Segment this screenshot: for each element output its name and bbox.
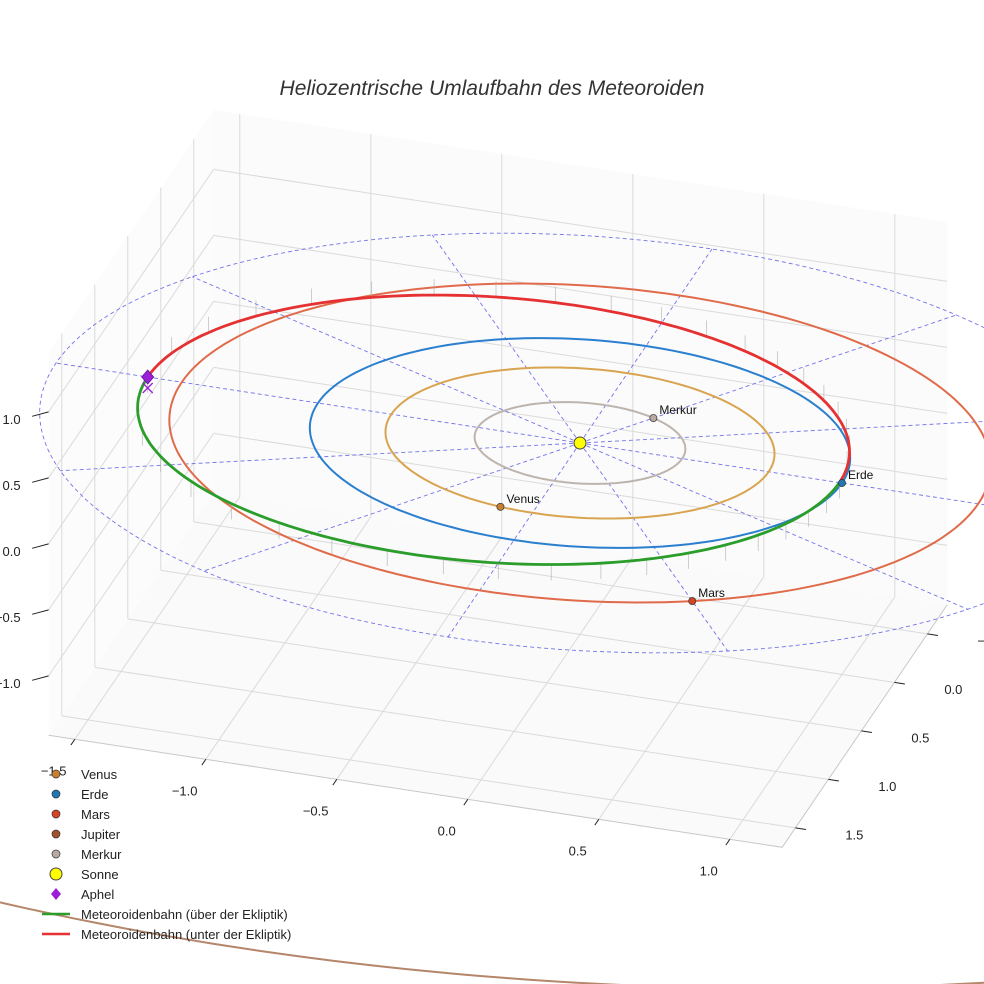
planet-marker-mars — [688, 597, 697, 606]
grid-line-y — [61, 715, 796, 829]
grid-line-x — [598, 576, 765, 820]
chart-legend: Venus Erde Mars Jupiter Merkur Sonne Aphel Mete… — [42, 767, 291, 942]
x-tick-mark — [332, 779, 338, 786]
x-tick-label: 1.0 — [700, 863, 718, 878]
grid-line-y — [193, 521, 928, 635]
chart-grid — [48, 110, 948, 848]
legend-label-meteoroid-below: Meteoroidenbahn (unter der Ekliptik) — [81, 927, 291, 942]
grid-line-z — [213, 300, 948, 414]
z-tick-label: 1.0 — [3, 412, 21, 427]
grid-line-z — [48, 301, 215, 545]
x-tick-mark — [594, 819, 600, 826]
planet-marker-venus — [496, 502, 505, 511]
grid-line-z — [213, 168, 948, 282]
legend-label-sonne: Sonne — [81, 867, 119, 882]
orbit-erde — [308, 337, 852, 549]
grid-line-y — [127, 618, 862, 732]
chart-title: Heliozentrische Umlaufbahn des Meteoroid… — [280, 77, 705, 100]
planet-label-venus: Venus — [506, 492, 539, 506]
x-tick-label: −0.5 — [303, 803, 329, 818]
orbit-venus — [384, 366, 776, 520]
y-tick-label: −0.5 — [977, 633, 984, 648]
legend-marker-erde — [51, 789, 61, 799]
aphel-cross-marker — [142, 382, 154, 394]
x-tick-mark — [70, 739, 76, 746]
z-tick-label: −1.0 — [0, 676, 21, 691]
z-tick-mark — [31, 411, 49, 417]
y-tick-label: 0.0 — [944, 682, 962, 697]
x-tick-label: 0.5 — [569, 843, 587, 858]
grid-line-x — [467, 556, 634, 800]
aphel-marker — [141, 369, 155, 385]
y-tick-label: 0.5 — [911, 730, 929, 745]
legend-label-venus: Venus — [81, 767, 118, 782]
grid-line-z — [213, 234, 948, 348]
x-tick-mark — [463, 799, 469, 806]
grid-line-z — [48, 169, 215, 413]
meteoroid-orbit-below — [149, 293, 851, 484]
grid-line-z — [48, 367, 215, 611]
x-tick-mark — [201, 759, 207, 766]
legend-label-mars: Mars — [81, 807, 110, 822]
grid-line-x — [336, 536, 503, 780]
z-tick-label: 0.0 — [3, 544, 21, 559]
sun-marker — [573, 436, 587, 450]
grid-line-x — [205, 516, 372, 760]
z-tick-mark — [31, 675, 49, 681]
legend-marker-aphel — [51, 888, 61, 900]
z-tick-label: 0.5 — [3, 478, 21, 493]
y-tick-mark — [795, 827, 806, 830]
x-tick-label: 0.0 — [438, 823, 456, 838]
legend-label-aphel: Aphel — [81, 887, 114, 902]
meteoroid-orbit-above — [136, 371, 841, 566]
z-tick-mark — [31, 609, 49, 615]
legend-label-jupiter: Jupiter — [81, 827, 121, 842]
y-tick-mark — [828, 778, 839, 782]
x-tick-mark — [725, 839, 731, 846]
z-tick-label: −0.5 — [0, 610, 21, 625]
z-tick-mark — [31, 477, 49, 483]
grid-line-y — [94, 666, 829, 780]
planet-label-merkur: Merkur — [659, 403, 696, 417]
y-tick-label: 1.0 — [878, 779, 896, 794]
legend-label-meteoroid-above: Meteoroidenbahn (über der Ekliptik) — [81, 907, 288, 922]
planet-marker-erde — [838, 479, 846, 487]
planet-label-mars: Mars — [698, 586, 725, 600]
grid-line-z — [213, 432, 948, 546]
legend-marker-mars — [51, 809, 61, 819]
grid-line-y — [160, 569, 895, 683]
legend-marker-venus — [51, 769, 61, 779]
y-tick-mark — [927, 633, 938, 636]
legend-label-erde: Erde — [81, 787, 108, 802]
planet-marker-merkur — [649, 414, 658, 422]
grid-line-x — [729, 596, 896, 840]
grid-line-x — [74, 496, 241, 740]
floor-edge — [48, 604, 948, 848]
y-tick-mark — [861, 730, 872, 733]
y-tick-mark — [894, 681, 905, 685]
x-tick-label: −1.0 — [172, 783, 198, 798]
grid-line-z — [48, 433, 215, 677]
floor-pane — [48, 492, 948, 848]
legend-label-merkur: Merkur — [81, 847, 122, 862]
legend-marker-merkur — [51, 849, 61, 859]
y-tick-label: 1.5 — [845, 827, 863, 842]
legend-marker-sonne — [49, 867, 63, 881]
z-tick-mark — [31, 543, 49, 549]
chart-axes: −1.5−1.0−0.50.00.51.0−0.50.00.51.01.5−1.… — [0, 411, 984, 878]
planet-label-erde: Erde — [848, 468, 874, 482]
grid-line-z — [48, 235, 215, 479]
legend-marker-jupiter — [51, 829, 61, 839]
